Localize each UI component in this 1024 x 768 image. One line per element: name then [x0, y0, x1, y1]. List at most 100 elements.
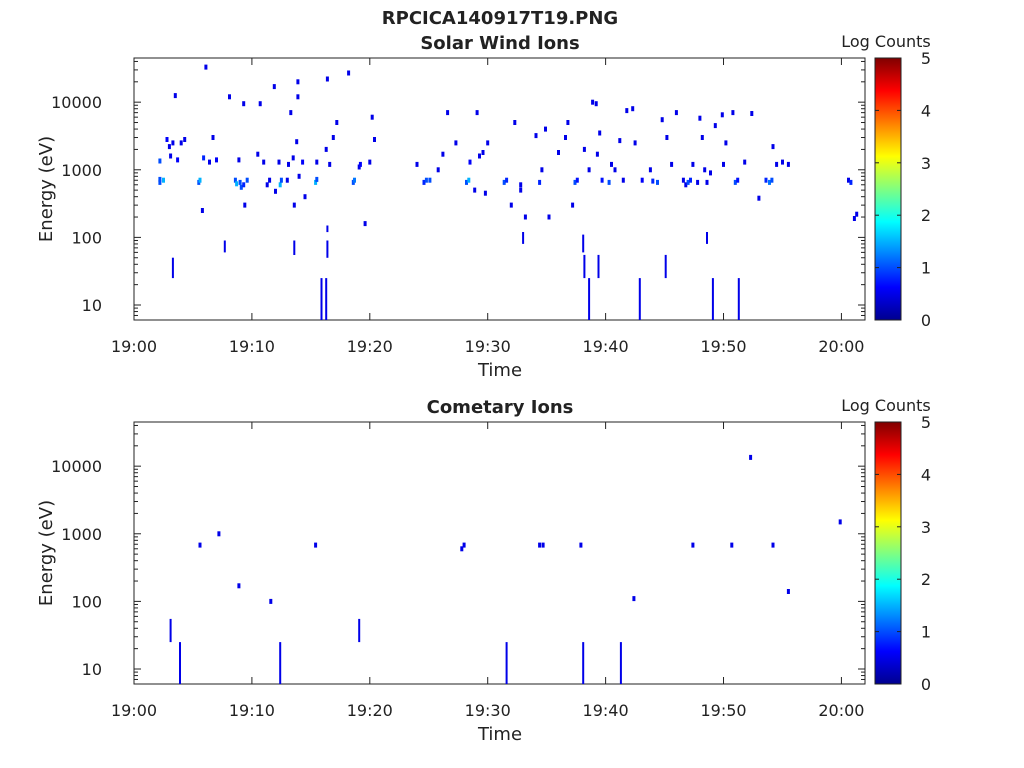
data-cell — [289, 110, 293, 116]
data-cell — [158, 179, 162, 185]
data-cell — [446, 110, 450, 116]
data-cell — [237, 583, 241, 589]
data-cell — [183, 137, 187, 142]
data-cell — [571, 202, 575, 208]
colorbar-tick-label: 0 — [921, 675, 931, 694]
data-cell — [198, 177, 202, 183]
data-cell — [475, 110, 479, 116]
data-cell — [764, 177, 768, 183]
data-cell — [162, 177, 165, 183]
data-cell — [415, 161, 419, 167]
data-streak — [326, 240, 329, 258]
data-streak — [179, 642, 181, 684]
data-cell — [325, 76, 329, 82]
data-cell — [847, 177, 850, 183]
data-cell — [314, 179, 318, 185]
data-streak — [582, 642, 585, 684]
data-cell — [855, 211, 859, 217]
data-cell — [705, 179, 709, 185]
data-cell — [370, 114, 374, 120]
data-cell — [436, 167, 440, 173]
data-streak — [583, 254, 586, 279]
data-cell — [179, 140, 183, 146]
data-cell — [771, 542, 775, 548]
data-cell — [720, 112, 724, 118]
x-tick-label: 19:30 — [465, 701, 511, 720]
data-cell — [731, 110, 735, 116]
data-cell — [368, 159, 372, 165]
colorbar-ticks: 0 1 2 3 4 5 — [875, 49, 931, 330]
colorbar: 0 1 2 3 4 5 — [874, 413, 931, 694]
data-cell — [303, 194, 307, 200]
data-cell — [587, 167, 591, 173]
data-cell — [610, 161, 613, 167]
data-cell — [689, 177, 692, 183]
data-cell — [700, 135, 704, 140]
data-cell — [285, 177, 289, 183]
data-cell — [295, 139, 299, 145]
x-tick-label: 19:30 — [465, 337, 511, 356]
data-cell — [519, 182, 523, 188]
data-streak — [325, 278, 328, 320]
y-tick-label: 1000 — [61, 161, 102, 180]
data-cell — [171, 140, 175, 146]
x-axis-label: Time — [477, 360, 522, 381]
data-cell — [262, 159, 266, 165]
data-cell — [204, 64, 208, 70]
data-cell — [579, 542, 583, 548]
colorbar-tick-label: 0 — [921, 311, 931, 330]
data-cell — [228, 94, 231, 100]
y-tick-label: 100 — [71, 228, 102, 247]
data-cell — [749, 454, 753, 460]
data-cell — [243, 202, 247, 208]
colorbar-tick-label: 5 — [921, 49, 931, 68]
data-cell — [696, 179, 700, 185]
y-tick-label: 10000 — [51, 93, 102, 112]
data-cell — [465, 179, 468, 185]
data-cell — [173, 93, 177, 99]
y-ticks: 10 100 1000 10000 — [51, 60, 865, 321]
data-cell — [618, 138, 622, 144]
data-marks — [169, 454, 842, 684]
data-streak — [619, 642, 622, 684]
data-cell — [297, 173, 301, 179]
y-axis-label: Energy (eV) — [36, 136, 57, 242]
data-cell — [473, 187, 477, 193]
data-cell — [468, 159, 472, 165]
data-cell — [202, 155, 206, 161]
data-cell — [233, 177, 237, 183]
data-cell — [681, 177, 685, 183]
data-cell — [724, 140, 728, 146]
data-cell — [684, 182, 688, 188]
x-tick-label: 19:00 — [111, 337, 157, 356]
data-cell — [328, 161, 332, 167]
colorbar-tick-label: 2 — [921, 206, 931, 225]
data-cell — [775, 161, 779, 167]
data-cell — [167, 144, 171, 150]
colorbar-tick-label: 5 — [921, 413, 931, 432]
data-cell — [582, 146, 586, 152]
data-streak — [169, 618, 172, 643]
data-cell — [733, 179, 737, 185]
data-cell — [595, 151, 599, 157]
data-cell — [651, 178, 655, 184]
data-cell — [660, 117, 664, 123]
data-cell — [422, 179, 426, 185]
data-cell — [235, 181, 239, 187]
data-cell — [272, 84, 276, 90]
x-tick-label: 19:40 — [583, 701, 629, 720]
data-cell — [454, 140, 458, 146]
data-cell — [786, 589, 790, 594]
data-cell — [713, 123, 717, 129]
data-cell — [691, 161, 695, 167]
data-cell — [838, 519, 842, 525]
data-cell — [363, 221, 367, 227]
data-cell — [324, 146, 328, 152]
data-cell — [534, 133, 538, 139]
data-streak — [597, 254, 600, 279]
x-tick-label: 19:50 — [700, 337, 746, 356]
data-cell — [519, 187, 523, 193]
data-cell — [505, 177, 509, 183]
data-cell — [591, 99, 595, 105]
y-tick-label: 10000 — [51, 457, 102, 476]
